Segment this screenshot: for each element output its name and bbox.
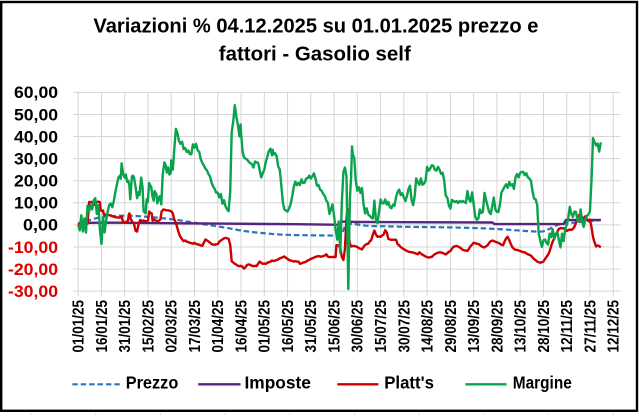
svg-text:30/06/25: 30/06/25: [350, 300, 367, 353]
svg-text:15/07/25: 15/07/25: [373, 300, 390, 353]
svg-text:14/08/25: 14/08/25: [420, 300, 437, 353]
svg-text:27/11/25: 27/11/25: [582, 300, 599, 353]
svg-text:31/01/25: 31/01/25: [117, 300, 134, 353]
svg-text:30/07/25: 30/07/25: [396, 300, 413, 353]
svg-text:16/05/25: 16/05/25: [280, 300, 297, 353]
svg-text:fattori - Gasolio self: fattori - Gasolio self: [219, 44, 411, 66]
svg-text:02/03/25: 02/03/25: [164, 300, 181, 353]
svg-text:-20,00: -20,00: [8, 260, 58, 279]
svg-text:-10,00: -10,00: [8, 238, 58, 257]
svg-text:13/09/25: 13/09/25: [466, 300, 483, 353]
svg-text:28/09/25: 28/09/25: [489, 300, 506, 353]
svg-text:29/08/25: 29/08/25: [443, 300, 460, 353]
svg-text:10,00: 10,00: [14, 194, 58, 213]
svg-text:15/06/25: 15/06/25: [326, 300, 343, 353]
svg-text:28/10/25: 28/10/25: [536, 300, 553, 353]
svg-text:Platt's: Platt's: [384, 373, 434, 393]
svg-text:12/12/25: 12/12/25: [606, 300, 623, 353]
svg-text:Variazioni % 04.12.2025 su 01.: Variazioni % 04.12.2025 su 01.01.2025 pr…: [93, 16, 538, 38]
svg-text:01/04/25: 01/04/25: [210, 300, 227, 353]
svg-text:15/02/25: 15/02/25: [140, 300, 157, 353]
svg-text:12/11/25: 12/11/25: [559, 300, 576, 353]
svg-text:-30,00: -30,00: [8, 282, 58, 301]
svg-text:Prezzo: Prezzo: [126, 373, 179, 393]
svg-text:60,00: 60,00: [14, 83, 58, 102]
svg-text:16/04/25: 16/04/25: [233, 300, 250, 353]
svg-text:Imposte: Imposte: [245, 373, 312, 393]
svg-text:16/01/25: 16/01/25: [94, 300, 111, 353]
svg-text:0,00: 0,00: [23, 216, 58, 235]
svg-text:20,00: 20,00: [14, 172, 58, 191]
svg-text:Margine: Margine: [513, 373, 572, 393]
svg-text:31/05/25: 31/05/25: [303, 300, 320, 353]
svg-text:13/10/25: 13/10/25: [513, 300, 530, 353]
svg-text:40,00: 40,00: [14, 127, 58, 146]
svg-text:17/03/25: 17/03/25: [187, 300, 204, 353]
svg-text:01/01/25: 01/01/25: [71, 300, 88, 353]
svg-text:30,00: 30,00: [14, 149, 58, 168]
svg-text:50,00: 50,00: [14, 105, 58, 124]
svg-text:01/05/25: 01/05/25: [257, 300, 274, 353]
